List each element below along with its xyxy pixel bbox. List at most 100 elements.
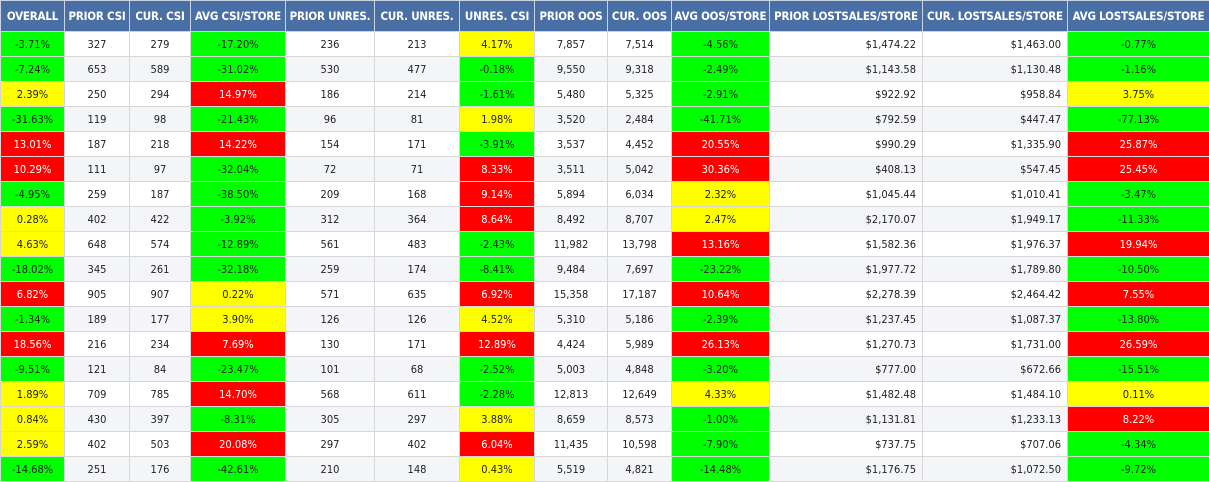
table-cell: 648 [65,232,130,257]
table-cell: 171 [375,132,460,157]
table-cell: 7,857 [535,32,608,57]
table-cell: 9,318 [608,57,672,82]
table-cell: $737.75 [770,432,923,457]
column-header-avg-csi-store[interactable]: AVG CSI/STORE [191,1,286,32]
table-cell: 30.36% [672,157,770,182]
table-cell: $408.13 [770,157,923,182]
column-header-prior-lostsales-store[interactable]: PRIOR LOSTSALES/STORE [770,1,923,32]
table-cell: 0.84% [1,407,65,432]
table-cell: 176 [130,457,191,482]
table-cell: 561 [286,232,375,257]
table-cell: $1,045.44 [770,182,923,207]
table-cell: $1,010.41 [923,182,1068,207]
table-cell: -15.51% [1068,357,1209,382]
table-cell: 209 [286,182,375,207]
table-cell: 1.89% [1,382,65,407]
table-cell: 2.32% [672,182,770,207]
column-header-prior-csi[interactable]: PRIOR CSI [65,1,130,32]
table-cell: 0.11% [1068,382,1209,407]
table-cell: -42.61% [191,457,286,482]
column-header-overall[interactable]: OVERALL [1,1,65,32]
table-cell: 187 [65,132,130,157]
table-cell: 402 [375,432,460,457]
table-cell: 9,484 [535,257,608,282]
table-cell: 5,186 [608,307,672,332]
column-header-prior-unres[interactable]: PRIOR UNRES. [286,1,375,32]
table-cell: 8,492 [535,207,608,232]
table-cell: 5,480 [535,82,608,107]
table-cell: -4.56% [672,32,770,57]
column-header-prior-oos[interactable]: PRIOR OOS [535,1,608,32]
table-cell: 8.33% [460,157,535,182]
table-cell: 477 [375,57,460,82]
column-header-avg-oos-store[interactable]: AVG OOS/STORE [672,1,770,32]
table-cell: 218 [130,132,191,157]
table-cell: 186 [286,82,375,107]
table-cell: 0.43% [460,457,535,482]
table-cell: 130 [286,332,375,357]
table-cell: 15,358 [535,282,608,307]
table-cell: $922.92 [770,82,923,107]
table-cell: 14.22% [191,132,286,157]
table-cell: 18.56% [1,332,65,357]
table-cell: $1,484.10 [923,382,1068,407]
table-cell: 154 [286,132,375,157]
table-cell: 9.14% [460,182,535,207]
table-cell: 12,813 [535,382,608,407]
table-cell: 0.22% [191,282,286,307]
table-cell: 2.59% [1,432,65,457]
table-cell: 96 [286,107,375,132]
table-cell: 8,573 [608,407,672,432]
table-cell: $1,176.75 [770,457,923,482]
table-cell: 13.01% [1,132,65,157]
table-cell: $1,582.36 [770,232,923,257]
table-cell: $1,087.37 [923,307,1068,332]
table-cell: 5,310 [535,307,608,332]
table-cell: 4,452 [608,132,672,157]
table-cell: -10.50% [1068,257,1209,282]
table-cell: $1,270.73 [770,332,923,357]
table-cell: 4.63% [1,232,65,257]
table-cell: -3.20% [672,357,770,382]
table-cell: 13,798 [608,232,672,257]
table-cell: $1,072.50 [923,457,1068,482]
column-header-cur-oos[interactable]: CUR. OOS [608,1,672,32]
table-cell: -32.04% [191,157,286,182]
table-cell: -7.90% [672,432,770,457]
table-cell: -8.41% [460,257,535,282]
table-cell: 189 [65,307,130,332]
column-header-cur-csi[interactable]: CUR. CSI [130,1,191,32]
table-cell: 26.13% [672,332,770,357]
column-header-cur-lostsales-store[interactable]: CUR. LOSTSALES/STORE [923,1,1068,32]
table-cell: $1,731.00 [923,332,1068,357]
table-cell: 126 [375,307,460,332]
table-cell: 71 [375,157,460,182]
table-cell: -1.34% [1,307,65,332]
column-header-cur-unres[interactable]: CUR. UNRES. [375,1,460,32]
table-cell: 3.90% [191,307,286,332]
table-cell: -21.43% [191,107,286,132]
table-cell: 11,435 [535,432,608,457]
table-cell: -12.89% [191,232,286,257]
column-header-avg-lostsales-store[interactable]: AVG LOSTSALES/STORE [1068,1,1209,32]
table-cell: -2.39% [672,307,770,332]
table-cell: 261 [130,257,191,282]
table-cell: 177 [130,307,191,332]
column-header-unres-csi[interactable]: UNRES. CSI [460,1,535,32]
table-cell: 2,484 [608,107,672,132]
table-cell: $792.59 [770,107,923,132]
table-cell: 174 [375,257,460,282]
table-cell: 589 [130,57,191,82]
table-cell: 5,989 [608,332,672,357]
table-cell: 364 [375,207,460,232]
table-cell: 3.88% [460,407,535,432]
table-cell: 5,325 [608,82,672,107]
table-cell: -3.71% [1,32,65,57]
table-cell: $1,949.17 [923,207,1068,232]
table-cell: 7,697 [608,257,672,282]
